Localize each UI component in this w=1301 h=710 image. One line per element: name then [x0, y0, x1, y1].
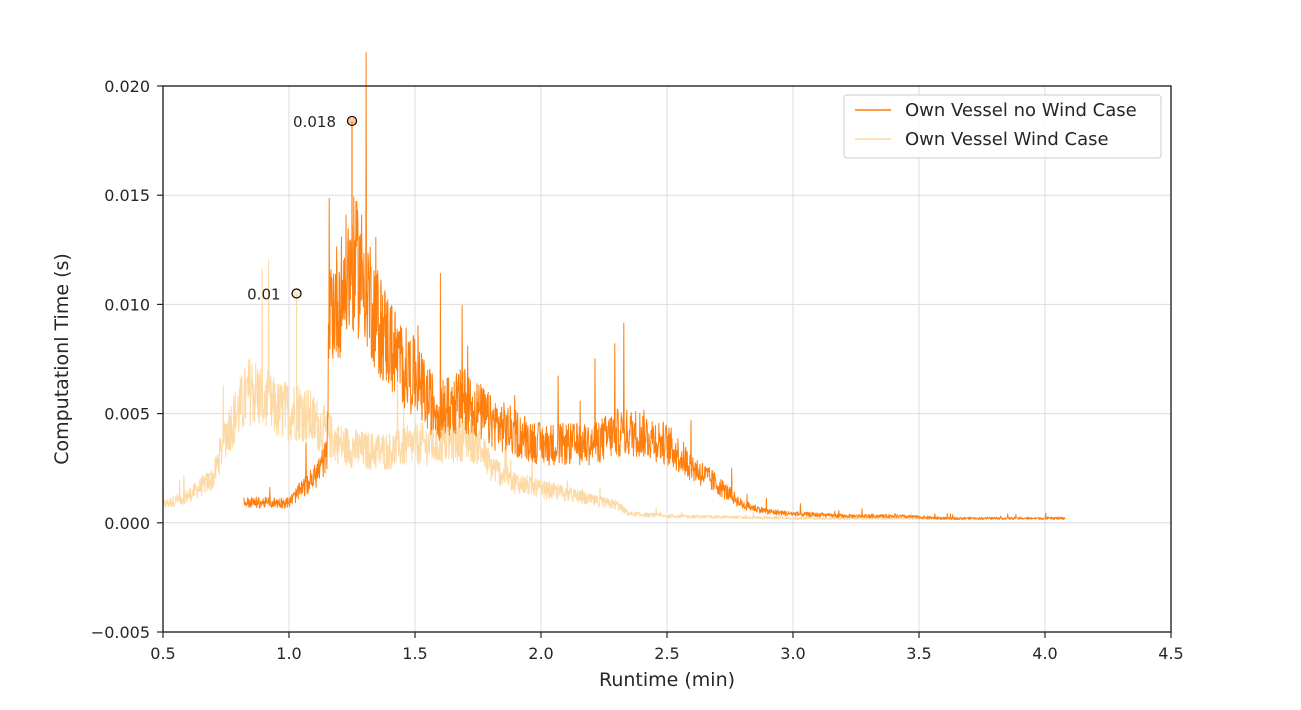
- y-axis: −0.005 0.000 0.005 0.010 0.015 0.020: [91, 77, 163, 642]
- x-tick-label: 4.5: [1158, 644, 1183, 663]
- x-tick-label: 3.0: [780, 644, 805, 663]
- y-tick-label: 0.000: [104, 514, 150, 533]
- y-axis-label: Computationl Time (s): [51, 253, 73, 465]
- legend-box: [843, 94, 1162, 159]
- x-tick-label: 2.5: [654, 644, 679, 663]
- peak-label: 0.018: [293, 113, 336, 131]
- x-axis: 0.5 1.0 1.5 2.0 2.5 3.0 3.5 4.0 4.5: [150, 632, 1184, 663]
- series-no-wind-line: [243, 51, 1066, 520]
- x-tick-label: 3.5: [906, 644, 931, 663]
- x-axis-label: Runtime (min): [599, 669, 735, 691]
- x-tick-label: 4.0: [1032, 644, 1057, 663]
- x-tick-label: 2.0: [528, 644, 553, 663]
- peak-annotations: 0.018 0.01: [247, 113, 358, 303]
- series-wind-line: [162, 259, 958, 520]
- series-layer: [162, 51, 1066, 520]
- x-tick-label: 1.0: [276, 644, 301, 663]
- legend: Own Vessel no Wind Case Own Vessel Wind …: [843, 94, 1162, 159]
- peak-marker: [346, 115, 358, 127]
- peak-marker: [291, 288, 302, 299]
- peak-label: 0.01: [247, 285, 280, 303]
- x-tick-label: 0.5: [150, 644, 175, 663]
- y-tick-label: −0.005: [91, 623, 150, 642]
- y-tick-label: 0.010: [104, 295, 150, 314]
- y-tick-label: 0.015: [104, 186, 150, 205]
- legend-label-no-wind: Own Vessel no Wind Case: [905, 100, 1137, 121]
- y-tick-label: 0.005: [104, 405, 150, 424]
- legend-label-wind: Own Vessel Wind Case: [905, 129, 1109, 150]
- y-tick-label: 0.020: [104, 77, 150, 96]
- x-tick-label: 1.5: [402, 644, 427, 663]
